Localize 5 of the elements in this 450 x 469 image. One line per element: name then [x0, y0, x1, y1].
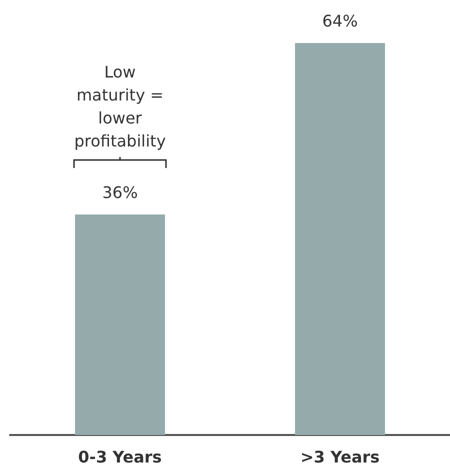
x-tick-label: 0-3 Years: [78, 448, 162, 466]
x-tick-label: >3 Years: [300, 448, 380, 466]
data-label: 36%: [102, 183, 138, 202]
data-label: 64%: [322, 12, 358, 30]
annotation: Low maturity = lower profitability: [74, 62, 166, 150]
